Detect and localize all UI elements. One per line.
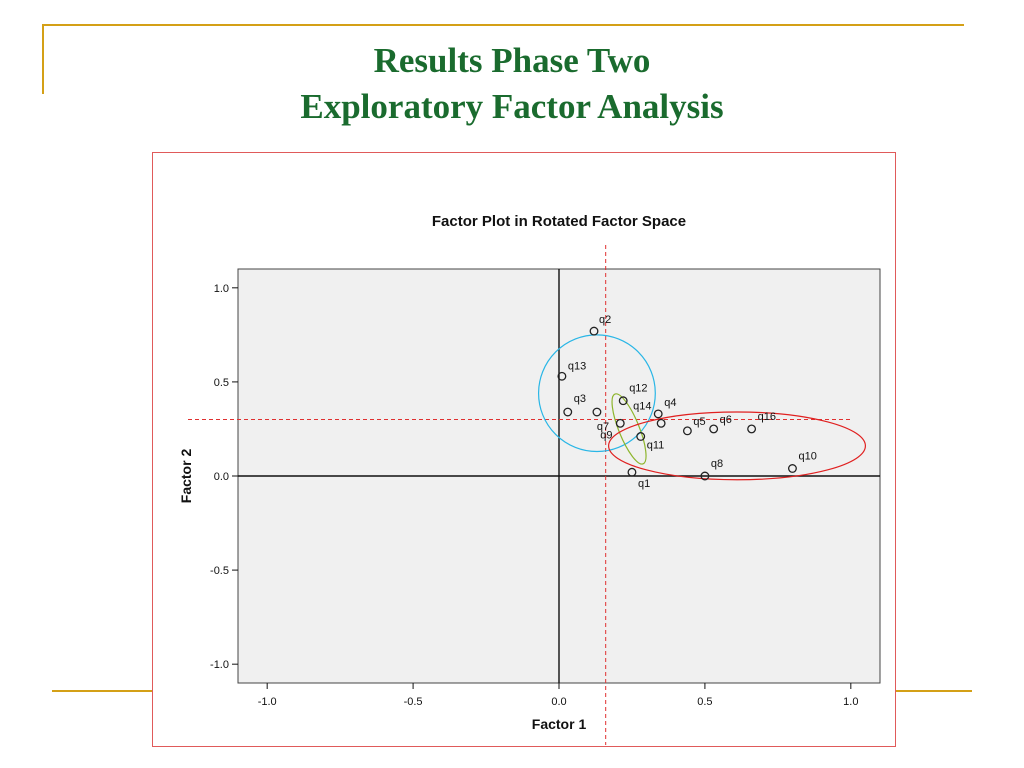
cluster-ellipse-3 xyxy=(608,411,867,481)
slide-title-line2: Exploratory Factor Analysis xyxy=(300,87,724,126)
data-point-q5 xyxy=(682,426,692,436)
slide-title-line1: Results Phase Two xyxy=(373,41,651,80)
data-point-label-q9: q9 xyxy=(600,429,612,441)
data-point-q8 xyxy=(700,471,710,481)
y-tick-label: -1.0 xyxy=(210,659,229,671)
data-point-label-q7: q7 xyxy=(597,421,609,433)
x-tick-label: 1.0 xyxy=(843,696,858,708)
data-point-label-q12: q12 xyxy=(629,383,647,395)
data-point-label-q2: q2 xyxy=(599,314,611,326)
factor-plot-chart: Factor Plot in Rotated Factor Space -1.0 -… xyxy=(178,213,881,745)
data-point-q7 xyxy=(592,407,602,417)
data-point-label-q4: q4 xyxy=(664,397,676,409)
data-point-label-q1: q1 xyxy=(638,478,650,490)
top-decor-line xyxy=(42,24,964,26)
x-tick-label: -0.5 xyxy=(404,696,423,708)
data-point-label-q3: q3 xyxy=(574,393,586,405)
data-point-q12 xyxy=(618,396,628,406)
data-point-label-q5: q5 xyxy=(693,416,705,428)
bottom-right-decor-line xyxy=(896,690,972,692)
y-axis-label: Factor 2 xyxy=(178,449,194,504)
data-point-q9 xyxy=(615,418,625,428)
y-tick-label: 0.0 xyxy=(214,471,229,483)
data-point-q11 xyxy=(636,432,646,441)
data-point-label-q10: q10 xyxy=(798,450,816,462)
data-point-q16 xyxy=(747,424,757,434)
y-tick-label: 0.5 xyxy=(214,377,229,389)
data-point-q6 xyxy=(709,424,719,434)
x-tick-label: 0.5 xyxy=(697,696,712,708)
data-point-label-q8: q8 xyxy=(711,458,723,470)
slide-title: Results Phase Two Exploratory Factor Ana… xyxy=(0,38,1024,130)
data-point-q1 xyxy=(627,467,637,477)
data-point-label-q13: q13 xyxy=(568,360,586,372)
bottom-left-decor-line xyxy=(52,690,152,692)
factor-plot-figure: Factor Plot in Rotated Factor Space -1.0 -… xyxy=(152,152,896,747)
data-point-q14 xyxy=(656,418,666,428)
x-tick-label: -1.0 xyxy=(258,696,277,708)
data-point-q4 xyxy=(653,409,663,419)
left-decor-line xyxy=(42,24,44,94)
data-point-q13 xyxy=(557,371,567,381)
y-tick-label: 1.0 xyxy=(214,283,229,295)
data-point-q3 xyxy=(563,407,573,417)
data-point-q10 xyxy=(788,464,797,473)
cluster-ellipse-1 xyxy=(537,334,656,453)
chart-title: Factor Plot in Rotated Factor Space xyxy=(432,213,686,230)
x-tick-label: 0.0 xyxy=(551,696,566,708)
data-point-label-q14: q14 xyxy=(633,400,651,412)
x-axis-label: Factor 1 xyxy=(532,716,587,732)
data-point-label-q6: q6 xyxy=(720,414,732,426)
data-point-q2 xyxy=(589,326,599,336)
data-point-label-q11: q11 xyxy=(647,439,665,451)
data-point-label-q16: q16 xyxy=(758,411,776,423)
y-tick-label: -0.5 xyxy=(210,565,229,577)
